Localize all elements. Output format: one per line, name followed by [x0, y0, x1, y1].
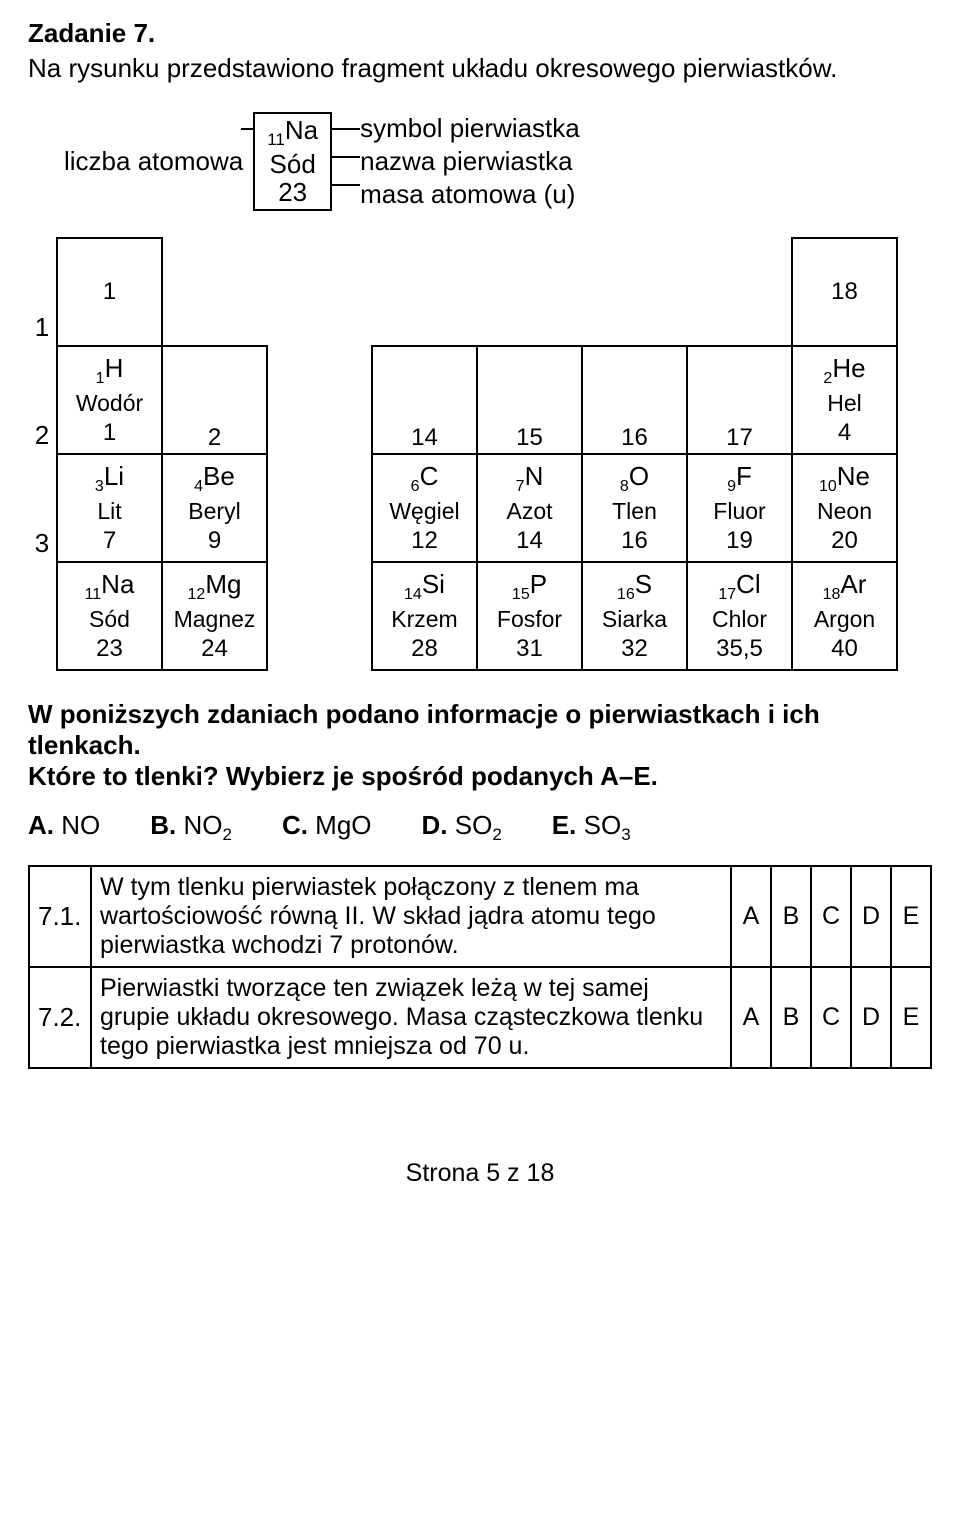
question-table: 7.1. W tym tlenku pierwiastek połączony … [28, 865, 932, 1069]
q2-text: Pierwiastki tworzące ten związek leżą w … [91, 967, 731, 1068]
legend-diagram: liczba atomowa 11Na Sód 23 symbol pierwi… [64, 112, 932, 211]
cell-N: 7N Azot 14 [477, 454, 582, 562]
q1-opt-A[interactable]: A [731, 866, 771, 967]
legend-r3: masa atomowa (u) [360, 179, 580, 210]
q2-opt-C[interactable]: C [811, 967, 851, 1068]
period-2: 2 [28, 381, 56, 489]
cell-F: 9F Fluor 19 [687, 454, 792, 562]
group-17: 17 [687, 346, 792, 454]
q1-opt-D[interactable]: D [851, 866, 891, 967]
cell-Na: 11Na Sód 23 [57, 562, 162, 670]
cell-He: 2He Hel 4 [792, 346, 897, 454]
cell-Li: 3Li Lit 7 [57, 454, 162, 562]
legend-r2: nazwa pierwiastka [360, 146, 580, 177]
q1-text: W tym tlenku pierwiastek połączony z tle… [91, 866, 731, 967]
period-3: 3 [28, 489, 56, 597]
period-1: 1 [28, 273, 56, 381]
legend-right-labels: symbol pierwiastka nazwa pierwiastka mas… [360, 113, 580, 210]
period-labels: 1 2 3 [28, 237, 56, 671]
page-footer: Strona 5 z 18 [28, 1159, 932, 1188]
task-desc: Na rysunku przedstawiono fragment układu… [28, 53, 932, 84]
q2-opt-A[interactable]: A [731, 967, 771, 1068]
cell-Mg: 12Mg Magnez 24 [162, 562, 267, 670]
legend-left-label: liczba atomowa [64, 146, 243, 177]
q1-opt-E[interactable]: E [891, 866, 931, 967]
instruction-paragraph: W poniższych zdaniach podano informacje … [28, 699, 932, 792]
legend-mass: 23 [278, 178, 307, 207]
option-D: D. SO2 [422, 810, 502, 845]
option-A: A. NO [28, 810, 100, 845]
group-2: 2 [162, 346, 267, 454]
group-1: 1 [57, 238, 162, 346]
group-18: 18 [792, 238, 897, 346]
cell-Be: 4Be Beryl 9 [162, 454, 267, 562]
legend-box: 11Na Sód 23 [253, 112, 332, 211]
cell-Ne: 10Ne Neon 20 [792, 454, 897, 562]
cell-S: 16S Siarka 32 [582, 562, 687, 670]
periodic-table: 1 2 3 1 18 1H Wodór 1 2 14 15 16 17 [28, 237, 932, 671]
q2-opt-D[interactable]: D [851, 967, 891, 1068]
q2-opt-E[interactable]: E [891, 967, 931, 1068]
group-16: 16 [582, 346, 687, 454]
task-title: Zadanie 7. [28, 18, 932, 49]
q1-opt-B[interactable]: B [771, 866, 811, 967]
option-B: B. NO2 [150, 810, 232, 845]
q1-number: 7.1. [29, 866, 91, 967]
cell-Cl: 17Cl Chlor 35,5 [687, 562, 792, 670]
option-E: E. SO3 [552, 810, 631, 845]
options-row: A. NO B. NO2 C. MgO D. SO2 E. SO3 [28, 810, 932, 845]
q2-number: 7.2. [29, 967, 91, 1068]
cell-C: 6C Węgiel 12 [372, 454, 477, 562]
option-C: C. MgO [282, 810, 372, 845]
q1-opt-C[interactable]: C [811, 866, 851, 967]
cell-Ar: 18Ar Argon 40 [792, 562, 897, 670]
cell-P: 15P Fosfor 31 [477, 562, 582, 670]
q2-opt-B[interactable]: B [771, 967, 811, 1068]
cell-H: 1H Wodór 1 [57, 346, 162, 454]
cell-Si: 14Si Krzem 28 [372, 562, 477, 670]
group-15: 15 [477, 346, 582, 454]
legend-r1: symbol pierwiastka [360, 113, 580, 144]
legend-name: Sód [270, 150, 316, 179]
group-14: 14 [372, 346, 477, 454]
legend-symbol: 11Na [267, 116, 318, 150]
cell-O: 8O Tlen 16 [582, 454, 687, 562]
